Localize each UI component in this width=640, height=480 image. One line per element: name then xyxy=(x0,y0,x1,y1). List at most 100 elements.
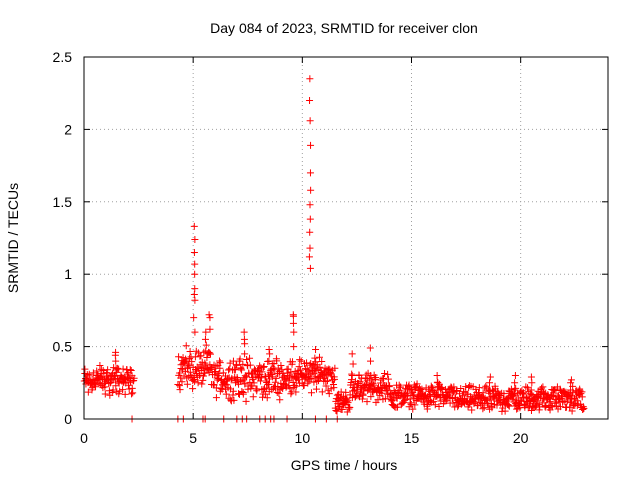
data-point xyxy=(312,385,320,393)
data-point xyxy=(546,398,554,406)
data-point xyxy=(104,366,112,374)
data-point xyxy=(486,386,494,394)
data-point xyxy=(348,370,356,378)
grid-lines xyxy=(84,57,608,419)
data-point xyxy=(125,385,133,393)
data-point xyxy=(273,388,281,396)
data-point xyxy=(580,404,588,412)
data-point xyxy=(130,374,138,382)
data-point xyxy=(513,405,521,413)
data-point xyxy=(182,342,190,350)
data-point xyxy=(306,244,314,252)
data-point xyxy=(311,364,319,372)
data-point xyxy=(263,394,271,402)
data-point xyxy=(322,382,330,390)
x-tick-label: 10 xyxy=(295,430,311,446)
data-point xyxy=(345,405,353,413)
data-point xyxy=(500,390,508,398)
data-point xyxy=(318,357,326,365)
data-point xyxy=(307,374,315,382)
data-point xyxy=(384,370,392,378)
data-point xyxy=(311,354,319,362)
data-point xyxy=(190,248,198,256)
data-point xyxy=(179,366,187,374)
data-point xyxy=(315,353,323,361)
data-point xyxy=(189,385,197,393)
data-point xyxy=(374,385,382,393)
data-point xyxy=(289,379,297,387)
data-point xyxy=(205,311,213,319)
data-point xyxy=(175,353,183,361)
data-point xyxy=(332,406,340,414)
data-point xyxy=(97,365,105,373)
data-point xyxy=(277,362,285,370)
data-point xyxy=(427,382,435,390)
data-point xyxy=(231,366,239,374)
data-point xyxy=(363,398,371,406)
data-point xyxy=(112,364,120,372)
data-point xyxy=(198,363,206,371)
data-point xyxy=(85,370,93,378)
data-point xyxy=(578,393,586,401)
data-point xyxy=(468,406,476,414)
data-point xyxy=(186,368,194,376)
data-point xyxy=(522,383,530,391)
data-point xyxy=(199,376,207,384)
data-point xyxy=(106,379,114,387)
data-point xyxy=(191,296,199,304)
data-point xyxy=(568,407,576,415)
data-point xyxy=(434,379,442,387)
data-point xyxy=(307,389,315,397)
y-tick-label: 2.5 xyxy=(53,49,73,65)
data-point xyxy=(260,363,268,371)
data-point xyxy=(569,382,577,390)
y-tick-labels: 0 0.5 1 1.5 2 2.5 xyxy=(53,49,73,427)
data-point xyxy=(243,356,251,364)
data-point xyxy=(84,388,92,396)
x-tick-label: 15 xyxy=(404,430,420,446)
data-point xyxy=(96,361,104,369)
data-point xyxy=(206,314,214,322)
data-point xyxy=(191,270,199,278)
data-point xyxy=(242,397,250,405)
data-point xyxy=(259,363,267,371)
data-point xyxy=(330,384,338,392)
data-point xyxy=(203,353,211,361)
data-point xyxy=(307,186,315,194)
data-point xyxy=(307,141,315,149)
plot-frame xyxy=(83,56,609,420)
data-point xyxy=(354,379,362,387)
data-point xyxy=(550,393,558,401)
data-point xyxy=(290,343,298,351)
data-point xyxy=(241,350,249,358)
data-point xyxy=(290,328,298,336)
data-point xyxy=(406,399,414,407)
data-point xyxy=(527,373,535,381)
data-point xyxy=(434,386,442,394)
data-point xyxy=(279,385,287,393)
data-point xyxy=(294,376,302,384)
data-point xyxy=(81,365,89,373)
data-point xyxy=(325,365,333,373)
data-point xyxy=(318,388,326,396)
data-point xyxy=(290,381,298,389)
data-point xyxy=(174,380,182,388)
data-point xyxy=(511,386,519,394)
data-point xyxy=(121,390,129,398)
data-point xyxy=(511,379,519,387)
data-point xyxy=(249,393,257,401)
y-axis-label: SRMTID / TECUs xyxy=(5,183,21,293)
data-point xyxy=(240,335,248,343)
data-point xyxy=(236,355,244,363)
data-point xyxy=(306,96,314,104)
data-point xyxy=(246,361,254,369)
data-point xyxy=(348,350,356,358)
data-point xyxy=(182,355,190,363)
data-point xyxy=(411,401,419,409)
data-point xyxy=(289,358,297,366)
data-point xyxy=(579,406,587,414)
data-point xyxy=(202,341,210,349)
data-point xyxy=(384,375,392,383)
data-point xyxy=(178,378,186,386)
